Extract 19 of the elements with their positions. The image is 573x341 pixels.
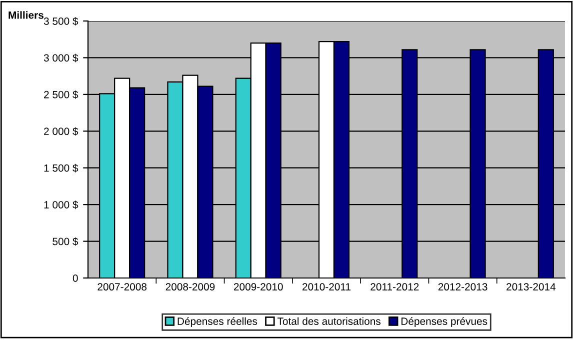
x-tick-label: 2008-2009	[166, 283, 215, 291]
x-tick-label: 2011-2012	[370, 283, 419, 291]
y-tick-label: 3 000 $	[44, 54, 78, 62]
y-axis-title: Milliers	[8, 11, 44, 19]
x-tick-label: 2013-2014	[506, 283, 556, 291]
y-tick-label: 0	[72, 274, 78, 282]
y-tick-label: 500 $	[52, 237, 78, 246]
x-tick-label: 2007-2008	[98, 283, 147, 291]
y-tick-label: 1 000 $	[44, 200, 78, 210]
x-tick-label: 2009-2010	[234, 283, 283, 291]
y-tick-label: 2 000 $	[44, 127, 78, 136]
y-tick-label: 1 500 $	[44, 164, 78, 172]
x-tick-label: 2010-2011	[302, 283, 351, 291]
y-tick-label: 2 500 $	[44, 90, 78, 99]
legend-label: Total des autorisations	[277, 317, 380, 325]
x-tick-label: 2012-2013	[438, 283, 488, 291]
legend-label: Dépenses réelles	[178, 317, 258, 328]
y-tick-label: 3 500 $	[44, 17, 78, 26]
legend-label: Dépenses prévues	[402, 317, 488, 328]
